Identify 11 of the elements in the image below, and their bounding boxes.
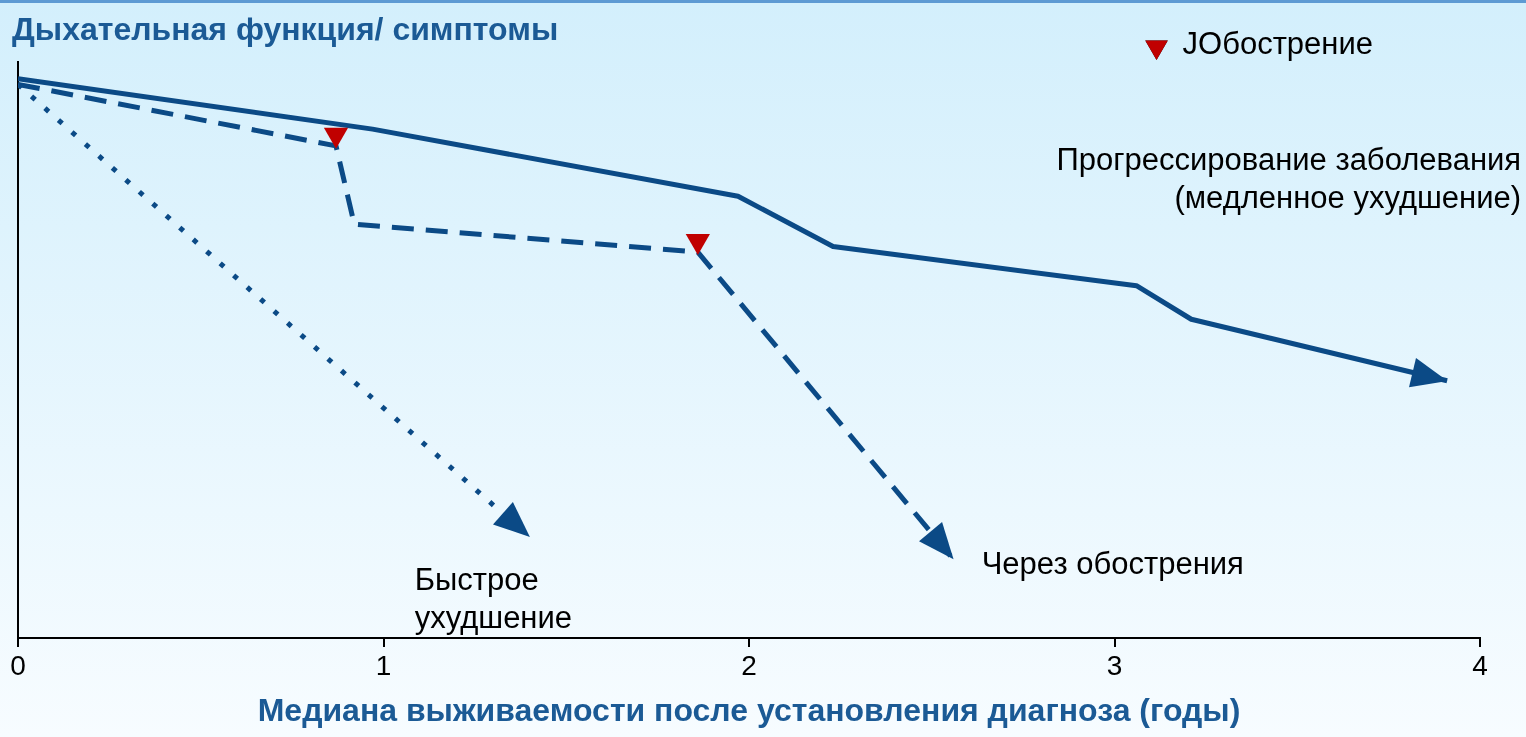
- x-tick-label: 3: [1106, 649, 1123, 681]
- x-tick-label: 0: [10, 649, 26, 681]
- series-label: Быстрое ухудшение: [414, 561, 573, 635]
- x-tick-label: 1: [375, 649, 392, 681]
- x-axis-title: Медиана выживаемости после установления диагноза (годы): [257, 691, 1241, 728]
- x-tick-label: 2: [741, 649, 757, 681]
- series-label: Через обострения: [981, 546, 1244, 582]
- legend-label: JОбострение: [1182, 25, 1373, 61]
- series-label: Прогрессирование заболевания (медленное ухудшение): [1056, 142, 1522, 216]
- x-tick-label: 4: [1472, 649, 1488, 681]
- y-axis-title: Дыхательная функция/ симптомы: [12, 11, 559, 48]
